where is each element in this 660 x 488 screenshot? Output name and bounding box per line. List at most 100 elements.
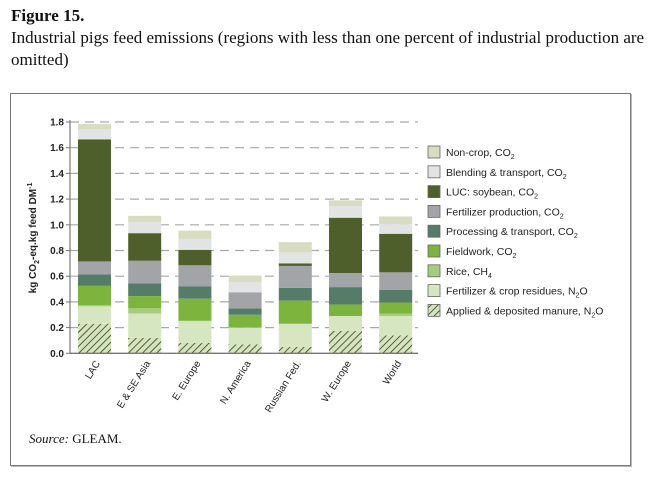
x-tick-label: LAC [83, 359, 103, 381]
bar-segment [278, 252, 312, 264]
legend-label: Processing & transport, CO2 [446, 226, 578, 240]
bar-segment [178, 230, 212, 239]
y-tick-label: 0.6 [50, 272, 64, 283]
bar-segment [78, 305, 111, 307]
bar-segment [329, 206, 362, 218]
y-tick-label: 1.4 [50, 169, 64, 180]
bar-segment [329, 272, 362, 288]
bar-segment [178, 298, 212, 321]
axes [69, 120, 418, 354]
bar-stack-n-america [228, 275, 262, 354]
x-tick-label: N. America [218, 359, 253, 407]
bar-segment [78, 129, 111, 140]
bar-stack-e-europe [178, 230, 212, 354]
legend-swatch [427, 165, 441, 179]
figure-label: Figure 15. [11, 6, 85, 25]
legend-swatch [427, 145, 441, 159]
bar-segment [379, 289, 413, 303]
bars [78, 123, 413, 354]
y-tick-label: 1.8 [50, 118, 64, 129]
bar-segment [329, 200, 362, 207]
bar-segment [178, 343, 212, 354]
legend-label: Blending & transport, CO2 [446, 167, 567, 181]
bar-segment [128, 222, 162, 234]
x-tick-label: Russian Fed. [263, 359, 304, 415]
bar-segment [178, 238, 212, 250]
legend-item: Blending & transport, CO2 [427, 165, 567, 181]
bar-segment [379, 224, 413, 234]
bar-segment [128, 283, 162, 297]
y-axis-label: kg CO2-eq.kg feed DM-1 [27, 183, 41, 294]
bar-segment [178, 286, 212, 299]
bar-segment [178, 320, 212, 322]
chart-frame [10, 93, 631, 466]
legend-item: Non-crop, CO2 [427, 145, 515, 161]
bar-stack-russian-fed [278, 242, 312, 354]
x-tick-label: E & SE Asia [115, 359, 153, 411]
legend-label: Non-crop, CO2 [446, 147, 515, 161]
source-text: GLEAM. [68, 431, 122, 446]
bar-segment [329, 316, 362, 331]
bar-segment [278, 242, 312, 253]
bar-segment [128, 308, 162, 314]
legend-item: Fertilizer & crop residues, N2O [427, 284, 588, 300]
bar-segment [379, 316, 413, 336]
y-tick-label: 1.0 [50, 220, 64, 231]
legend-swatch [427, 284, 441, 298]
bar-segment [228, 292, 262, 309]
figure-title: Industrial pigs feed emissions (regions … [11, 28, 645, 69]
legend-item: Processing & transport, CO2 [427, 224, 578, 240]
legend-item: Fertilizer production, CO2 [427, 204, 564, 220]
bar-segment [379, 335, 413, 354]
legend: Non-crop, CO2 Blending & transport, CO2 LU… [427, 145, 603, 319]
bar-segment [228, 344, 262, 354]
bar-segment [228, 308, 262, 315]
bar-segment [178, 265, 212, 287]
bar-segment [379, 216, 413, 225]
source-note: Source: GLEAM. [29, 431, 122, 447]
bar-segment [228, 275, 262, 282]
bar-segment [128, 215, 162, 223]
bar-segment [228, 314, 262, 328]
legend-swatch [427, 204, 441, 218]
bar-segment [78, 323, 111, 354]
bar-segment [329, 287, 362, 305]
legend-swatch [427, 264, 441, 278]
bar-segment [228, 327, 262, 345]
y-tick-label: 1.6 [50, 143, 64, 154]
bar-segment [278, 323, 312, 347]
bar-stack-lac [78, 123, 111, 354]
bar-segment [78, 261, 111, 275]
legend-label: Rice, CH4 [446, 266, 492, 280]
bar-segment [78, 285, 111, 306]
legend-label: Applied & deposited manure, N2O [446, 305, 603, 319]
bar-segment [379, 233, 413, 273]
legend-label: Fertilizer & crop residues, N2O [446, 286, 588, 300]
bar-segment [78, 123, 111, 130]
bar-segment [379, 272, 413, 290]
legend-swatch [427, 185, 441, 199]
bar-segment [278, 346, 312, 354]
bar-segment [128, 233, 162, 261]
legend-swatch [427, 303, 441, 317]
bar-stack-e-se-asia [128, 215, 162, 354]
bar-segment [379, 302, 413, 314]
bar-segment [128, 337, 162, 354]
bar-segment [178, 321, 212, 344]
bar-segment [329, 304, 362, 317]
legend-label: Fertilizer production, CO2 [446, 206, 564, 220]
bar-stack-w-europe [329, 200, 362, 354]
bar-segment [128, 313, 162, 338]
bar-segment [278, 263, 312, 266]
bar-segment [329, 330, 362, 354]
x-tick-label: E. Europe [171, 359, 204, 403]
y-tick-labels: 0.0 0.2 0.4 0.6 0.8 1.0 1.2 1.4 1.6 1.8 [50, 118, 64, 360]
y-tick-label: 1.2 [50, 195, 64, 206]
legend-swatch [427, 224, 441, 238]
y-tick-label: 0.2 [50, 323, 64, 334]
y-tick-label: 0.0 [50, 349, 64, 360]
bar-segment [278, 287, 312, 301]
legend-label: LUC: soybean, CO2 [446, 187, 538, 201]
legend-item: Fieldwork, CO2 [427, 244, 517, 260]
